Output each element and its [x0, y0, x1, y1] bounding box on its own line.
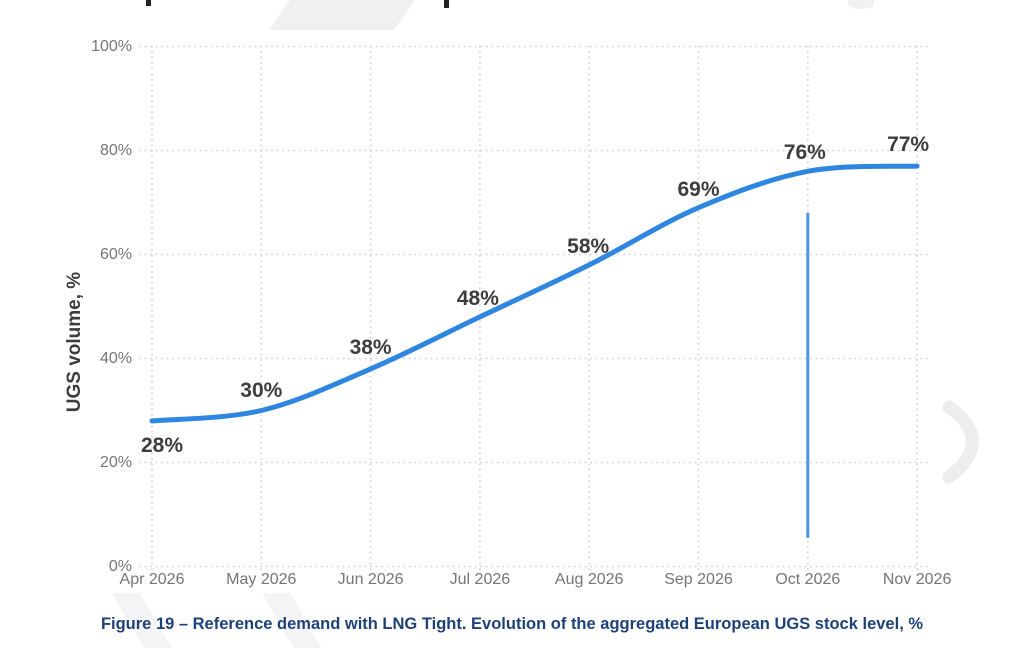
x-tick-label: Nov 2026 [882, 571, 952, 588]
chevron-right-watermark [942, 400, 979, 484]
data-label: 38% [349, 335, 392, 359]
x-tick-label: May 2026 [226, 571, 297, 588]
data-label: 58% [567, 234, 610, 258]
y-tick-label: 60% [99, 245, 132, 263]
cropped-text-remnant-left [146, 0, 151, 6]
y-tick-label: 20% [99, 453, 132, 471]
data-label: 77% [887, 133, 930, 157]
x-tick-label: Oct 2026 [775, 571, 841, 588]
x-tick-label: Sep 2026 [664, 571, 733, 588]
y-tick-label: 100% [91, 37, 132, 55]
data-label: 48% [456, 286, 499, 310]
x-tick-label: Jun 2026 [337, 571, 404, 588]
x-tick-label: Aug 2026 [554, 571, 624, 588]
y-tick-label: 80% [99, 141, 132, 159]
vertical-gridlines [151, 45, 919, 573]
figure-caption: Figure 19 – Reference demand with LNG Ti… [100, 615, 924, 633]
ugs-series-line [149, 163, 920, 424]
data-label: 28% [140, 433, 184, 457]
y-tick-label: 0% [108, 557, 132, 575]
x-tick-label: Apr 2026 [119, 571, 185, 588]
data-label: 76% [783, 141, 826, 165]
horizontal-gridlines [139, 45, 928, 568]
watermark-wisp-top-right [848, 0, 874, 9]
cropped-text-remnant-mid [444, 0, 449, 8]
y-tick-label: 40% [99, 349, 132, 367]
x-tick-label: Jul 2026 [449, 571, 511, 588]
data-label: 30% [240, 378, 283, 402]
data-label: 69% [677, 177, 720, 201]
